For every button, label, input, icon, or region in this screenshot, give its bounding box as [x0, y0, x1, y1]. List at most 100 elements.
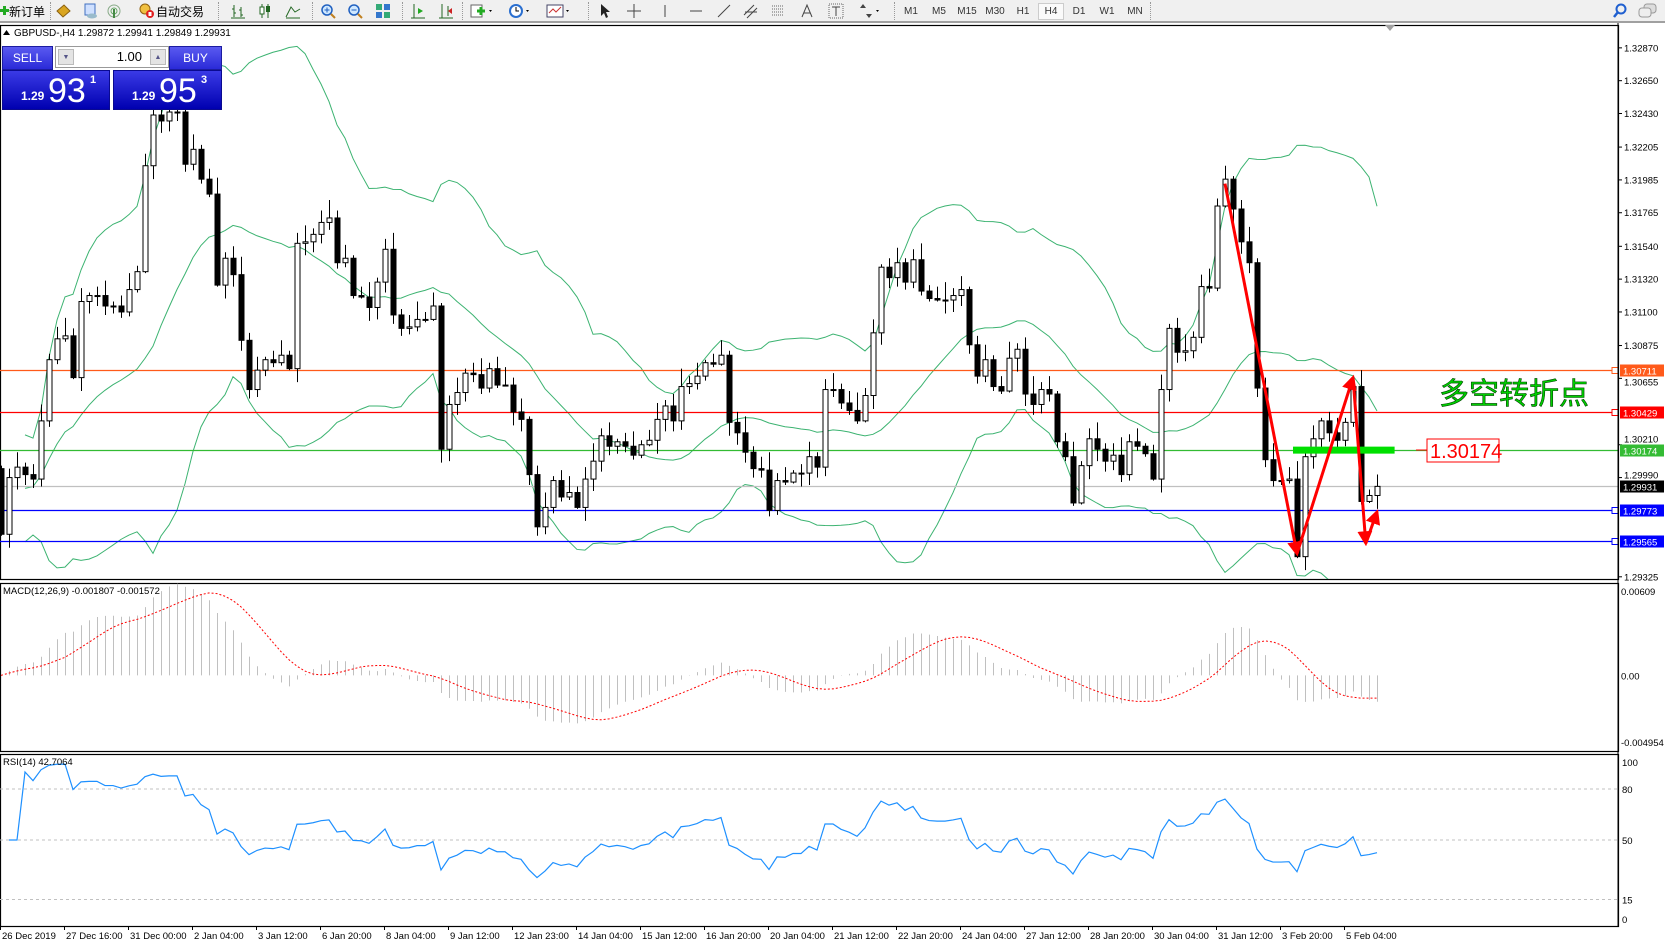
timeframe-mn[interactable]: MN	[1127, 6, 1143, 17]
candle	[382, 238, 389, 293]
candle	[998, 376, 1005, 395]
price-label: 1.30429	[1623, 409, 1657, 420]
line-handle[interactable]	[1611, 409, 1619, 416]
candle	[726, 350, 733, 436]
zoom-out-button[interactable]	[347, 2, 363, 20]
chat-button[interactable]	[1638, 2, 1658, 20]
candle	[750, 446, 757, 478]
sell-price-button[interactable]: 1.29 93 1	[2, 70, 110, 110]
chart-shift-marker-icon[interactable]	[1385, 25, 1395, 31]
candle	[1326, 411, 1333, 442]
candle	[822, 379, 829, 477]
lot-increase-button[interactable]: ▲	[150, 49, 166, 65]
periods-button[interactable]	[508, 2, 532, 20]
sell-button[interactable]: SELL	[2, 46, 53, 70]
collapse-triangle-icon[interactable]	[3, 30, 10, 35]
navigator-button[interactable]	[106, 2, 122, 20]
arrows-tool[interactable]	[858, 2, 882, 20]
candlestick-chart-button[interactable]	[257, 2, 273, 20]
candle	[1286, 467, 1293, 484]
bar-chart-button[interactable]	[230, 2, 246, 20]
timeframe-h4[interactable]: H4	[1038, 3, 1064, 20]
zigzag-arrow[interactable]	[1364, 509, 1381, 544]
line-handle[interactable]	[1611, 507, 1619, 514]
bull-candle-body	[542, 506, 549, 528]
search-button[interactable]	[1612, 2, 1628, 20]
tile-windows-button[interactable]	[375, 2, 391, 20]
crosshair-tool[interactable]	[626, 2, 642, 20]
lot-size-input[interactable]: ▼ 1.00 ▲	[55, 46, 169, 68]
bear-candle-body	[998, 386, 1005, 392]
zigzag-arrow[interactable]	[1223, 183, 1303, 557]
candle	[1238, 200, 1245, 254]
time-axis-label: 2 Jan 04:00	[194, 931, 244, 942]
price-tick-label: 1.31985	[1624, 175, 1658, 186]
channel-tool[interactable]	[743, 2, 759, 20]
vertical-line-tool[interactable]	[660, 2, 670, 20]
bull-candle-body	[1342, 421, 1349, 441]
candle	[990, 355, 997, 392]
lot-decrease-button[interactable]: ▼	[58, 49, 74, 65]
price-label-box	[1620, 444, 1664, 457]
auto-trading-button[interactable]: 自动交易	[138, 2, 204, 20]
bull-candle-body	[502, 384, 509, 387]
bear-candle-body	[102, 295, 109, 307]
candle	[510, 377, 517, 426]
bull-candle-body	[110, 305, 117, 308]
candle	[902, 258, 909, 290]
line-handle[interactable]	[1611, 367, 1619, 374]
chart-shift-button[interactable]	[438, 2, 454, 20]
bull-candle-body	[462, 372, 469, 394]
timeframe-d1[interactable]: D1	[1072, 6, 1086, 17]
timeframe-h1[interactable]: H1	[1016, 6, 1030, 17]
candle	[222, 252, 229, 299]
new-order-button[interactable]: 新订单	[0, 2, 45, 20]
candle	[734, 411, 741, 445]
templates-button[interactable]	[546, 2, 572, 20]
bull-candle-body	[566, 492, 573, 498]
buy-button[interactable]: BUY	[169, 46, 222, 70]
time-axis-label: 31 Dec 00:00	[130, 931, 187, 942]
bear-candle-body	[1150, 453, 1157, 480]
timeframe-m15[interactable]: M15	[957, 6, 977, 17]
chart-window[interactable]: 1.32870 1.32650 1.32430 1.32205 1.31985 1.317…	[0, 23, 1665, 947]
buy-price-button[interactable]: 1.29 95 3	[113, 70, 222, 110]
bull-candle-body	[1166, 327, 1173, 391]
trendline-tool[interactable]	[716, 2, 732, 20]
timeframe-m1[interactable]: M1	[904, 6, 918, 17]
candle	[422, 311, 429, 323]
candle	[1134, 428, 1141, 451]
fibonacci-tool[interactable]	[770, 2, 786, 20]
macd-axis-label: 0.00	[1621, 671, 1640, 682]
candle	[1102, 443, 1109, 472]
market-watch-button[interactable]	[55, 2, 71, 20]
auto-scroll-button[interactable]	[410, 2, 426, 20]
bear-candle-body	[510, 384, 517, 413]
bear-candle-body	[974, 344, 981, 377]
cursor-tool[interactable]	[598, 2, 612, 20]
line-chart-button[interactable]	[285, 2, 301, 20]
indicators-button[interactable]	[470, 2, 494, 20]
zigzag-arrow[interactable]	[1295, 374, 1357, 555]
timeframe-w1[interactable]: W1	[1099, 6, 1115, 17]
level-price-box[interactable]: 1.30174	[1416, 438, 1502, 463]
line-handle[interactable]	[1611, 538, 1619, 545]
data-window-button[interactable]	[82, 2, 98, 20]
text-label-tool[interactable]	[828, 2, 844, 20]
time-axis-label: 28 Jan 20:00	[1090, 931, 1145, 942]
bear-candle-body	[990, 359, 997, 388]
zigzag-arrow[interactable]	[1351, 377, 1373, 547]
candle	[542, 492, 549, 535]
text-tool[interactable]	[800, 2, 814, 20]
bollinger-upper-band	[24, 45, 1378, 439]
bear-candle-body	[1230, 178, 1237, 210]
timeframe-m5[interactable]: M5	[932, 6, 946, 17]
annotation-text[interactable]: 多空转折点	[1439, 377, 1590, 413]
bear-candle-body	[118, 305, 125, 313]
candle	[118, 295, 125, 318]
horizontal-line-tool[interactable]	[688, 2, 704, 20]
timeframe-m30[interactable]: M30	[985, 6, 1005, 17]
bull-candle-body	[550, 480, 557, 508]
zoom-in-button[interactable]	[320, 2, 336, 20]
cursor-icon	[601, 4, 610, 18]
